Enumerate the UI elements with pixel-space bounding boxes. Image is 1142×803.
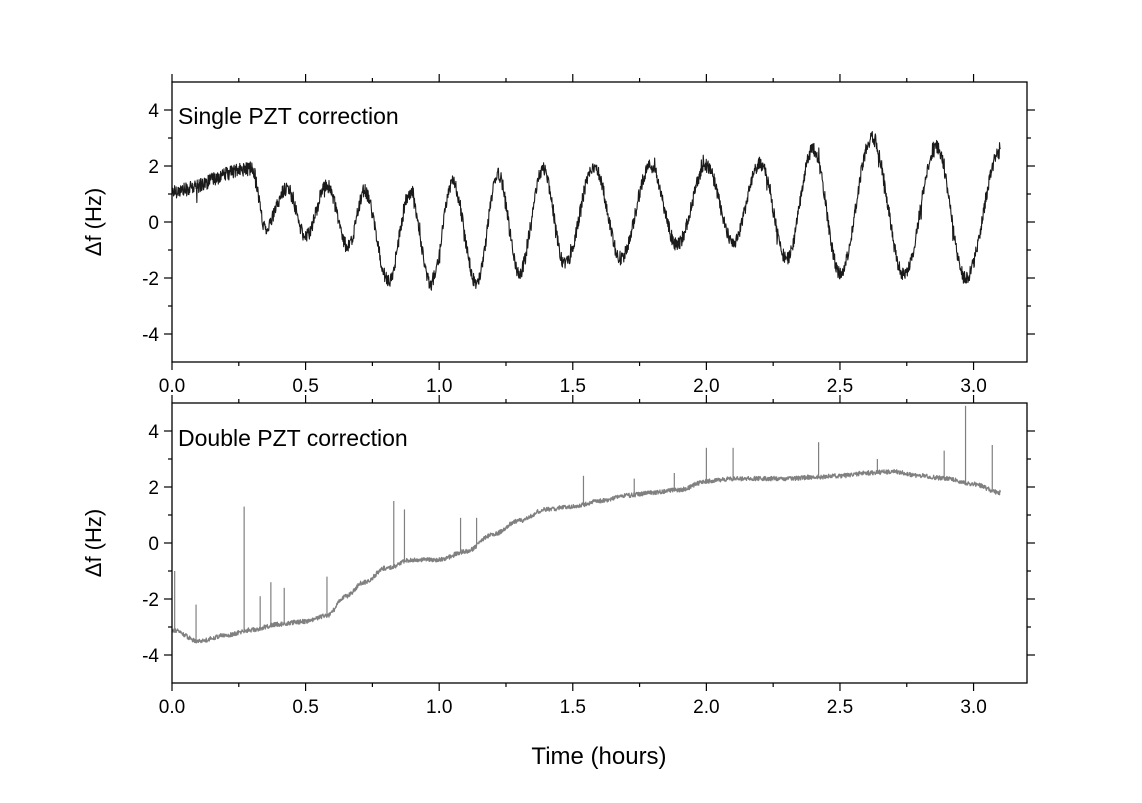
y-tick-label: -2 [142,269,159,290]
x-tick-label: 3.0 [960,697,986,718]
single-pzt-series-layer [171,131,1001,291]
x-tick-label: 0.5 [292,376,318,397]
x-tick-label: 2.0 [693,697,719,718]
top-panel: 0.0 0.5 1.0 1.5 2.0 2.5 3.0 -4 -2 0 2 4 Single PZT … [81,74,1035,397]
y-tick-label: 4 [148,101,159,122]
x-axis-label: Time (hours) [531,743,666,770]
y-tick-label: 0 [148,534,159,555]
x-tick-label: 1.5 [560,697,586,718]
x-tick-label: 2.5 [827,697,853,718]
y-tick-label: 0 [148,213,159,234]
x-tick-label: 1.0 [426,697,452,718]
bottom-panel: 0.0 0.5 1.0 1.5 2.0 2.5 3.0 -4 -2 0 2 4 Double PZT … [81,395,1035,718]
x-tick-label: 2.0 [693,376,719,397]
y-tick-label: 4 [148,422,159,443]
y-tick-label: 2 [148,157,159,178]
x-tick-label: 2.5 [827,376,853,397]
bottom-panel-ticks: 0.0 0.5 1.0 1.5 2.0 2.5 3.0 -4 -2 0 2 4 [142,395,1035,718]
y-tick-label: -2 [142,590,159,611]
top-panel-ticks: 0.0 0.5 1.0 1.5 2.0 2.5 3.0 -4 -2 0 2 4 [142,74,1035,397]
y-tick-label: 2 [148,478,159,499]
series-line [171,468,1001,644]
x-tick-label: 1.0 [426,376,452,397]
double-pzt-series-layer [171,405,1001,644]
series-line [171,131,1001,291]
x-tick-label: 0.5 [292,697,318,718]
x-tick-label: 0.0 [159,697,185,718]
y-tick-label: -4 [142,646,159,667]
x-tick-label: 0.0 [159,376,185,397]
top-panel-annotation: Single PZT correction [178,103,399,129]
x-tick-label: 1.5 [560,376,586,397]
y-tick-label: -4 [142,325,159,346]
x-tick-label: 3.0 [960,376,986,397]
bottom-panel-annotation: Double PZT correction [178,425,408,451]
top-panel-y-axis-label: Δf (Hz) [81,188,106,256]
bottom-panel-y-axis-label: Δf (Hz) [81,509,106,577]
